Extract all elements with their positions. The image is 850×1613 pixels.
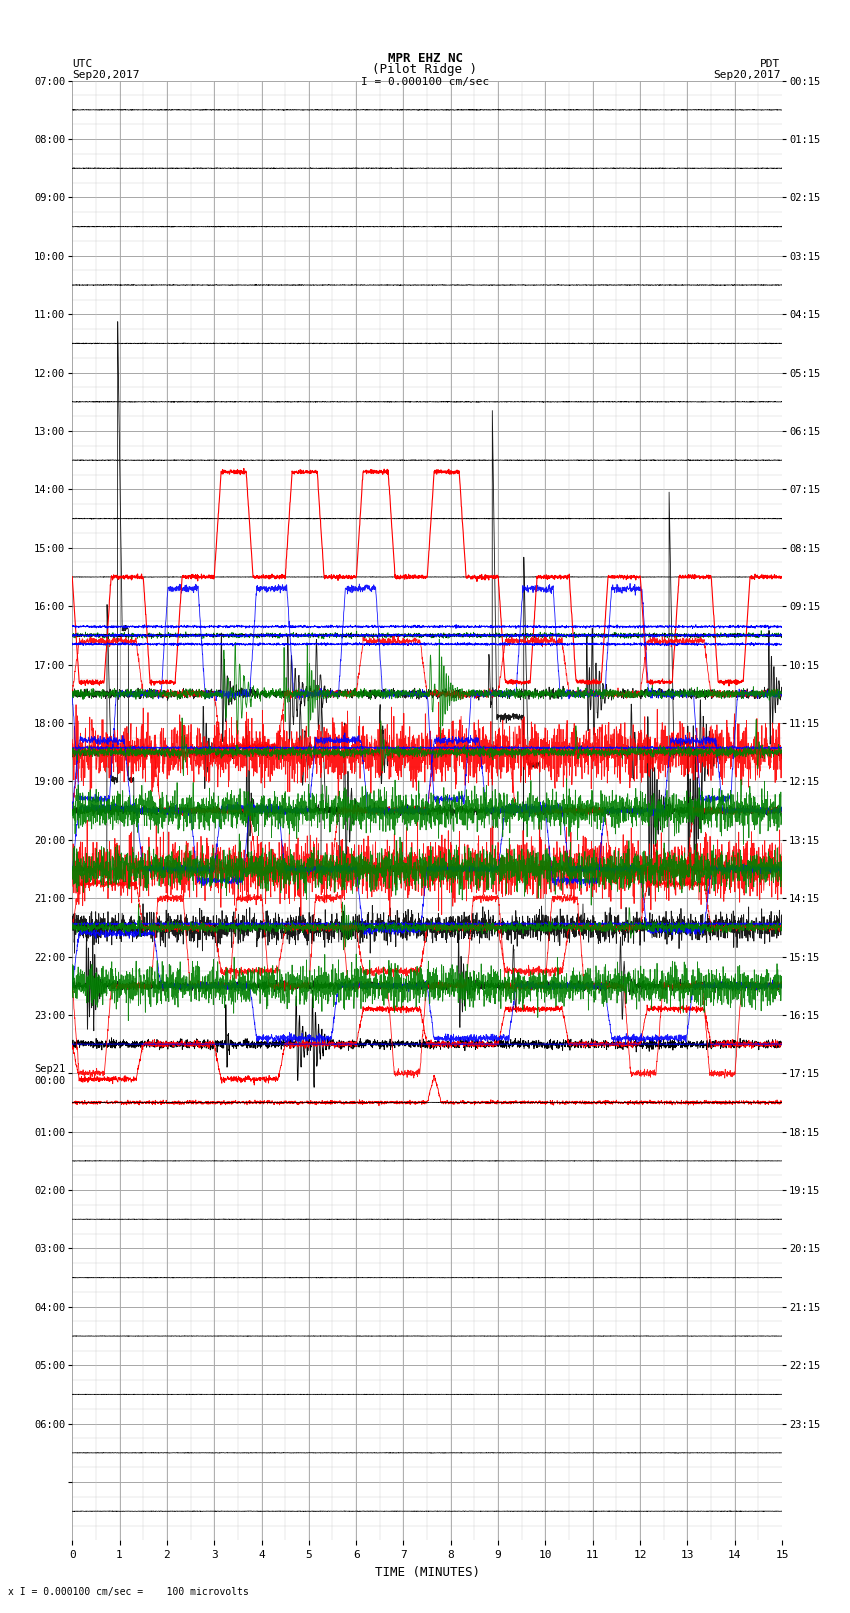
Text: I = 0.000100 cm/sec: I = 0.000100 cm/sec (361, 77, 489, 87)
Text: x I = 0.000100 cm/sec =    100 microvolts: x I = 0.000100 cm/sec = 100 microvolts (8, 1587, 249, 1597)
Text: Sep20,2017: Sep20,2017 (72, 69, 139, 79)
Text: (Pilot Ridge ): (Pilot Ridge ) (372, 63, 478, 76)
Text: MPR EHZ NC: MPR EHZ NC (388, 52, 462, 65)
Text: PDT: PDT (760, 58, 780, 69)
Text: UTC: UTC (72, 58, 93, 69)
Text: Sep20,2017: Sep20,2017 (713, 69, 780, 79)
X-axis label: TIME (MINUTES): TIME (MINUTES) (375, 1566, 479, 1579)
